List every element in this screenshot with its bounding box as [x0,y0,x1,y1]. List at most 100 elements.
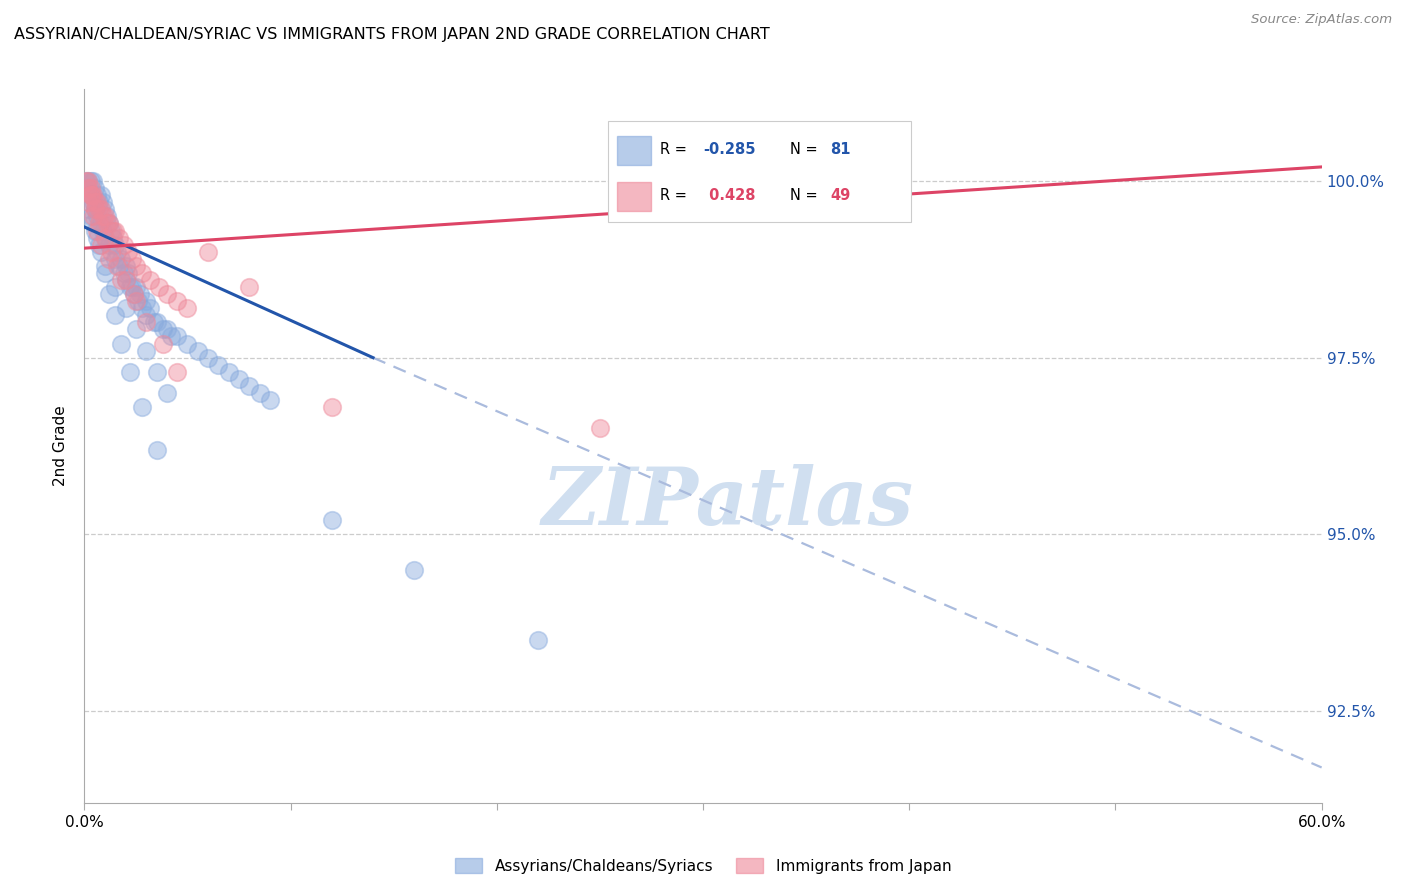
Point [79,174,101,188]
Point [103,230,125,244]
Point [94,202,117,217]
Point [98,216,121,230]
Point [135,315,157,329]
Point [94,230,117,244]
Point [139,301,162,316]
Text: R =: R = [661,142,692,157]
Point [98,216,121,230]
Point [100,244,122,259]
Y-axis label: 2nd Grade: 2nd Grade [53,406,69,486]
Point [156,287,179,301]
Point [114,301,136,316]
Text: 49: 49 [831,188,851,202]
Text: R =: R = [661,188,692,202]
Point [94,266,117,280]
Point [166,365,188,379]
Point [125,280,148,294]
FancyBboxPatch shape [617,136,651,164]
Point [125,259,148,273]
Point [86,195,108,210]
Point [94,230,117,244]
Point [91,195,114,210]
Point [110,336,132,351]
Point [77,174,100,188]
Point [86,223,108,237]
Point [82,216,104,230]
Text: N =: N = [790,188,823,202]
Point [207,358,229,372]
Point [122,287,145,301]
Point [152,322,174,336]
Point [79,188,101,202]
Point [79,188,101,202]
Point [131,400,153,414]
Point [114,273,136,287]
Point [238,379,260,393]
Point [125,294,148,309]
Point [77,181,100,195]
Point [82,188,104,202]
Text: ZIPatlas: ZIPatlas [541,465,914,541]
Point [82,174,104,188]
Text: 81: 81 [831,142,851,157]
Point [129,287,152,301]
Point [187,343,209,358]
Point [176,336,198,351]
Point [589,421,612,435]
Point [75,174,97,188]
Point [135,308,157,322]
Point [103,223,125,237]
Point [118,280,141,294]
Text: N =: N = [790,142,823,157]
Point [83,223,105,237]
Point [110,252,132,266]
Point [156,322,179,336]
Text: ASSYRIAN/CHALDEAN/SYRIAC VS IMMIGRANTS FROM JAPAN 2ND GRADE CORRELATION CHART: ASSYRIAN/CHALDEAN/SYRIAC VS IMMIGRANTS F… [14,27,770,42]
Text: 0.428: 0.428 [703,188,755,202]
Point [83,202,105,217]
Point [112,266,135,280]
Point [90,237,112,252]
Point [121,252,143,266]
Point [77,174,100,188]
Point [527,633,550,648]
Point [91,210,114,224]
Point [238,280,260,294]
Point [166,329,188,343]
FancyBboxPatch shape [607,121,911,222]
Point [249,386,271,401]
Point [131,301,153,316]
Point [145,315,167,329]
Point [160,329,183,343]
Point [114,273,136,287]
Point [118,365,141,379]
Point [135,294,157,309]
Point [127,294,149,309]
Point [156,386,179,401]
Point [404,563,426,577]
Point [197,351,219,365]
Point [87,237,110,252]
Point [82,195,104,210]
Point [105,259,128,273]
Point [90,244,112,259]
Point [90,216,112,230]
Point [104,280,127,294]
Point [79,210,101,224]
Point [122,287,145,301]
Legend: Assyrians/Chaldeans/Syriacs, Immigrants from Japan: Assyrians/Chaldeans/Syriacs, Immigrants … [449,852,957,880]
Point [139,273,162,287]
Point [152,336,174,351]
Point [228,372,250,386]
Point [79,181,101,195]
Point [100,223,122,237]
Point [145,365,167,379]
Point [110,273,132,287]
Point [197,244,219,259]
Point [176,301,198,316]
Point [86,188,108,202]
Point [82,210,104,224]
Point [77,195,100,210]
Point [98,237,121,252]
Point [321,400,343,414]
